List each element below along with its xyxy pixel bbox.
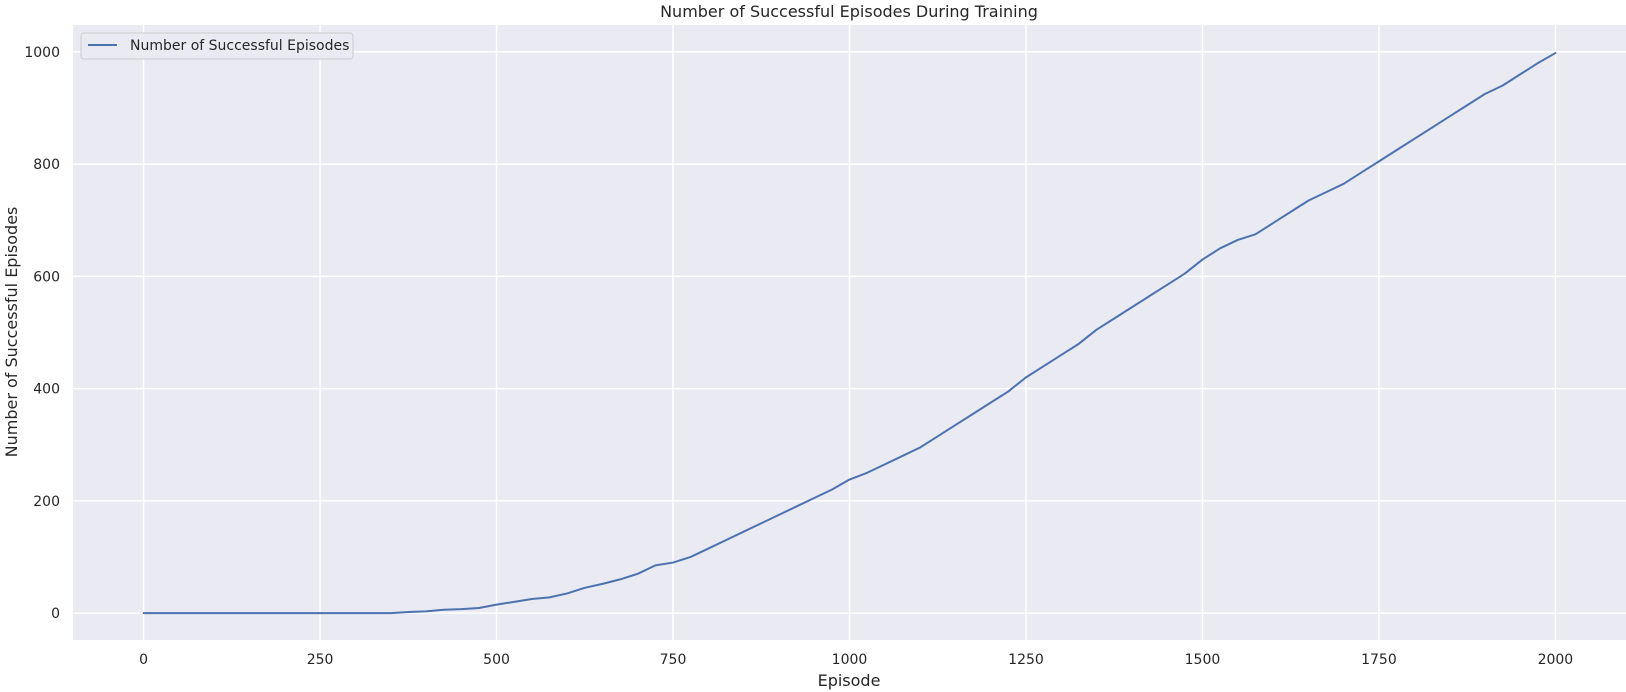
y-tick-labels: 0 200 400 600 800 1000	[24, 45, 60, 622]
series-group	[142, 52, 1557, 615]
x-tick-label: 1500	[1185, 652, 1221, 668]
chart-title: Number of Successful Episodes During Tra…	[660, 2, 1038, 21]
legend-label: Number of Successful Episodes	[130, 38, 349, 54]
y-tick-label: 200	[33, 494, 60, 510]
y-tick-label: 400	[33, 382, 60, 398]
y-tick-label: 0	[51, 606, 60, 622]
x-tick-label: 2000	[1538, 652, 1574, 668]
y-tick-label: 1000	[24, 45, 60, 61]
y-axis-label: Number of Successful Episodes	[2, 207, 21, 458]
y-tick-label: 800	[33, 157, 60, 173]
series-line	[142, 52, 1557, 615]
x-tick-label: 0	[139, 652, 148, 668]
x-tick-label: 1250	[1008, 652, 1044, 668]
x-tick-label: 750	[660, 652, 687, 668]
y-tick-label: 600	[33, 269, 60, 285]
x-tick-labels: 0 250 500 750 1000 1250 1500 1750 2000	[139, 652, 1573, 668]
x-axis-label: Episode	[818, 671, 881, 690]
x-tick-label: 1750	[1361, 652, 1397, 668]
legend-box	[80, 32, 354, 60]
x-tick-label: 250	[307, 652, 334, 668]
legend: Number of Successful Episodes	[80, 32, 354, 60]
x-tick-label: 1000	[832, 652, 868, 668]
grid	[73, 25, 1626, 640]
x-tick-label: 500	[483, 652, 510, 668]
